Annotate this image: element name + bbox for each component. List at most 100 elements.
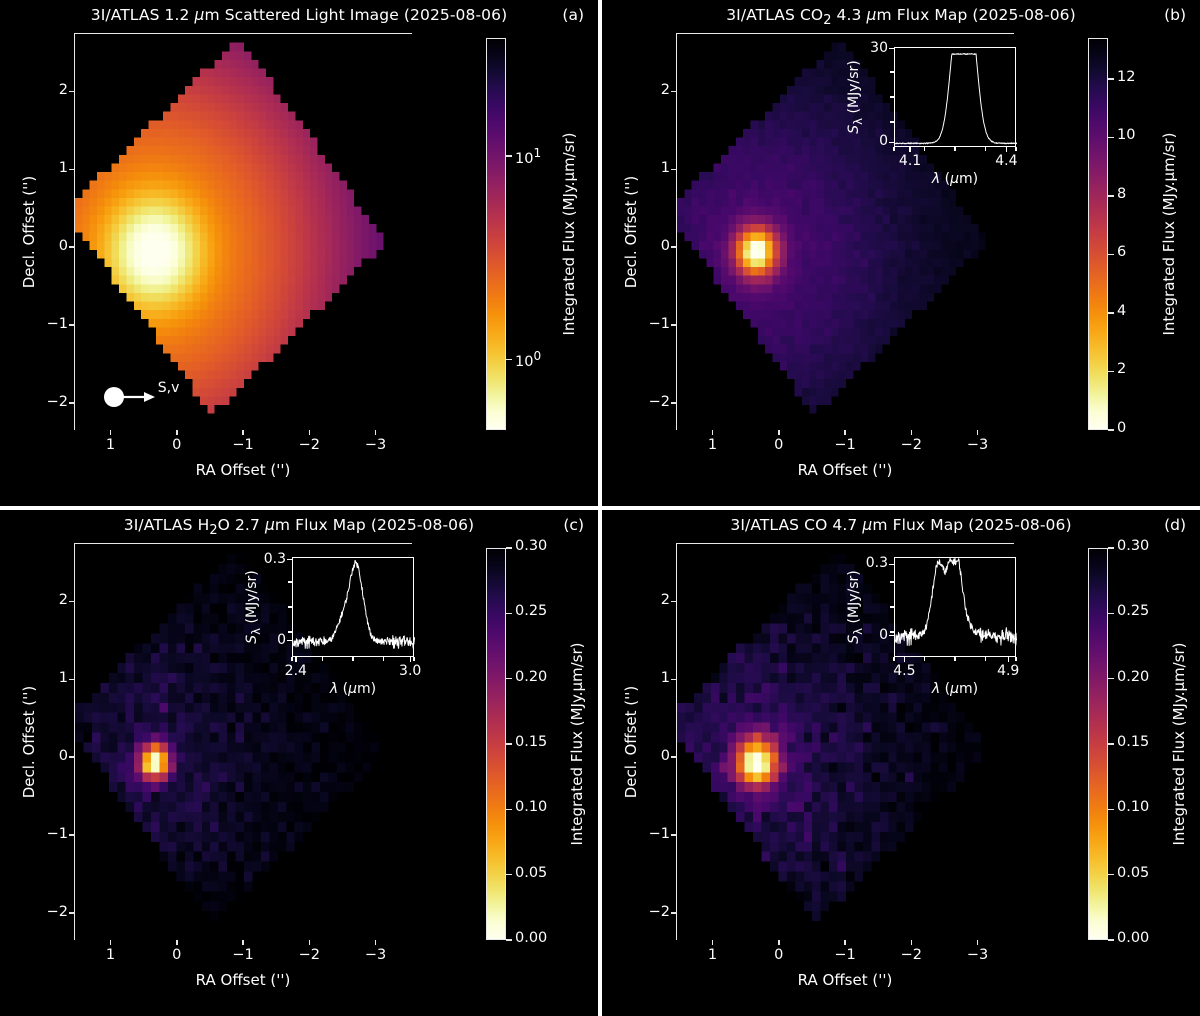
x-tick-label: −2 [298,947,320,963]
y-tick-label: 2 [58,82,68,99]
x-tick-label: 1 [105,437,116,453]
x-tick-label: −2 [900,947,922,963]
y-tick [69,324,74,326]
x-tick-label: 1 [105,947,116,963]
colorbar-tick-label: 0.05 [1117,864,1150,881]
colorbar [1088,38,1108,430]
inset-x-tick-major [295,657,297,662]
inset-x-tick-major [409,657,411,662]
title-mu-symbol: μ [264,516,275,534]
inset-y-tick-minor [890,71,894,73]
x-tick [976,940,979,945]
x-tick-label: −3 [966,947,989,963]
x-tick-label: −1 [232,437,254,453]
inset-y-axis-label: Sλ (MJy/sr) [244,570,263,644]
colorbar-gradient [487,549,505,939]
inset-x-tick-label: 4.5 [893,663,916,679]
x-tick-label: 0 [774,437,784,453]
inset-x-tick [1015,147,1017,151]
x-tick [778,430,780,435]
axes-d [676,543,1015,941]
title-subscript: 2 [209,523,218,539]
colorbar-tick-label: 0.25 [515,603,548,620]
inset-spectrum-canvas [895,558,1017,658]
y-tick [69,246,74,248]
x-axis-label: RA Offset ('') [195,971,291,989]
colorbar-tick [506,612,512,615]
colorbar-tick-label: 0.30 [515,538,548,554]
colorbar-tick-label: 4 [1117,302,1127,319]
inset-x-tick [291,657,293,661]
colorbar-tick-label: 0.15 [515,734,548,750]
axes-b [676,33,1015,431]
colorbar-tick-label: 0.15 [1117,734,1150,750]
inset-x-tick [1015,657,1017,661]
colorbar-tick-label: 0.25 [1117,603,1150,620]
y-tick [671,324,676,326]
inset-y-tick-minor [288,581,292,583]
colorbar-gradient [1089,549,1107,939]
colorbar [486,548,506,940]
colorbar-tick [1108,370,1114,373]
colorbar-tick [1108,939,1114,941]
x-tick-label: 0 [172,947,182,963]
axes-a [74,33,413,431]
y-tick-label: −2 [46,903,68,920]
y-tick [69,168,74,171]
y-tick [69,600,74,603]
x-tick [711,940,714,945]
inset-spectrum-canvas [293,558,415,658]
x-tick-label: −1 [232,947,254,963]
panel-c: 3I/ATLAS H2O 2.7 μm Flux Map (2025-08-06… [0,510,598,1016]
colorbar-tick-label: 0.10 [515,799,548,816]
inset-x-tick-major [1007,657,1009,662]
inset-y-tick-minor [890,96,894,98]
inset-x-tick [352,657,354,661]
x-tick-label: −3 [966,437,989,453]
colorbar-tick [506,743,512,745]
inset-spectrum [894,557,1017,658]
inset-x-tick-label: 2.4 [284,663,307,679]
colorbar-tick [506,155,512,157]
y-tick [69,912,74,914]
y-tick-label: −2 [648,903,670,920]
x-tick [308,940,311,945]
inset-spectrum [894,47,1017,148]
y-tick-label: 2 [660,592,670,609]
title-subscript: 2 [823,13,832,29]
inset-y-tick-label: 30 [870,39,888,56]
y-tick [69,756,74,758]
inset-x-tick-label: 4.9 [997,663,1020,679]
title-prefix: 3I/ATLAS CO [726,6,824,24]
y-tick [671,402,676,404]
inset-y-axis-label: Sλ (MJy/sr) [846,570,865,644]
colorbar-axis-label: Integrated Flux (MJy.μm/sr) [560,132,578,336]
colorbar-axis-label: Integrated Flux (MJy.μm/sr) [1170,642,1188,846]
y-tick-label: 2 [58,592,68,609]
inset-y-tick-minor [288,606,292,608]
panel-title: 3I/ATLAS 1.2 μm Scattered Light Image (2… [0,6,598,24]
y-tick-label: 1 [660,670,670,687]
colorbar-tick [1108,873,1114,876]
inset-x-axis-label: λ (μm) [931,681,979,697]
colorbar-tick [506,873,512,876]
y-tick [671,678,676,681]
inset-x-tick [321,657,324,661]
y-tick [671,834,676,836]
inset-y-tick-minor [890,121,894,123]
colorbar-tick [506,808,512,811]
flux-map-canvas [75,34,413,431]
y-tick [69,402,74,404]
x-tick [109,430,112,435]
y-tick [671,756,676,758]
inset-x-tick [923,657,926,661]
colorbar-tick-label: 12 [1117,68,1136,85]
inset-y-tick-minor [288,631,292,633]
y-axis-label: Decl. Offset ('') [20,685,38,798]
title-suffix: m Flux Map (2025-08-06) [876,6,1076,24]
y-axis-label: Decl. Offset ('') [622,175,640,288]
inset-x-axis-label: λ (μm) [931,171,979,187]
inset-x-axis-label: λ (μm) [329,681,377,697]
inset-x-tick [923,147,926,151]
